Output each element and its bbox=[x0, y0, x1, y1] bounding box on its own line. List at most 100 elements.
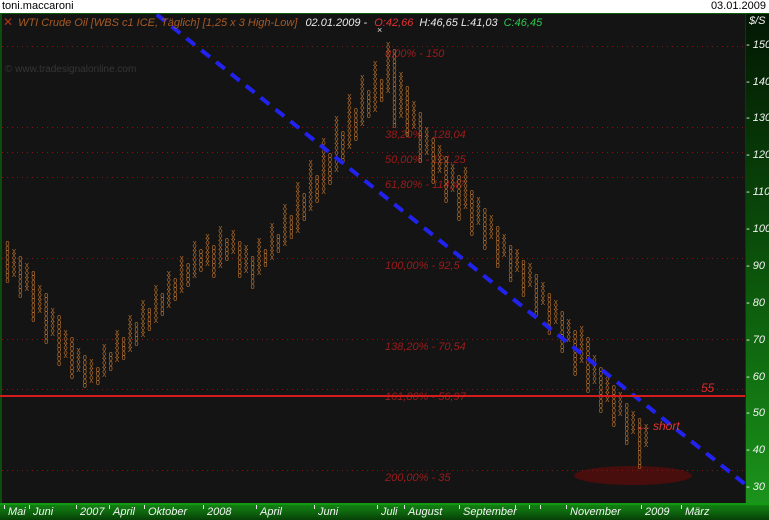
axis-unit-label: $/S bbox=[749, 15, 766, 27]
fibonacci-level-label: 161,80% - 56,97 bbox=[385, 391, 466, 403]
time-tick-label: Juni bbox=[318, 506, 339, 518]
watermark: © www.tradesignalonline.com bbox=[5, 64, 137, 75]
fibonacci-level-label: 100,00% - 92,5 bbox=[385, 260, 460, 272]
price-tick-label: - 130 bbox=[746, 112, 769, 124]
time-tick-mark bbox=[4, 505, 5, 509]
time-tick-label: April bbox=[113, 506, 136, 518]
time-tick-mark bbox=[459, 505, 460, 509]
chart-plot-area[interactable] bbox=[0, 13, 745, 505]
current-date: 03.01.2009 bbox=[710, 0, 766, 12]
price-tick-label: - 100 bbox=[746, 223, 769, 235]
fibonacci-gridline bbox=[2, 152, 745, 153]
time-tick-mark bbox=[404, 505, 405, 509]
time-tick-label: März bbox=[685, 506, 710, 518]
time-tick-label: 2008 bbox=[207, 506, 232, 518]
support-line-label: 55 bbox=[701, 381, 715, 395]
time-tick-label: Juli bbox=[381, 506, 398, 518]
time-tick-label: Mai bbox=[8, 506, 26, 518]
time-tick-mark bbox=[641, 505, 642, 509]
frame-left-line bbox=[0, 13, 2, 505]
price-tick-label: - 60 bbox=[746, 371, 765, 383]
price-tick-label: - 90 bbox=[746, 260, 765, 272]
price-tick-label: - 70 bbox=[746, 334, 765, 346]
fibonacci-gridline bbox=[2, 177, 745, 178]
time-tick-label: August bbox=[408, 506, 443, 518]
time-tick-mark bbox=[515, 505, 516, 509]
support-line-55[interactable] bbox=[0, 395, 745, 397]
fibonacci-gridline bbox=[2, 389, 745, 390]
time-tick-label: September bbox=[463, 506, 517, 518]
fibonacci-level-label: 50,00% - 121,25 bbox=[385, 154, 466, 166]
fibonacci-level-label: 0,00% - 150 bbox=[385, 48, 445, 60]
quote-date: 02.01.2009 - bbox=[305, 17, 368, 29]
left-arrow-icon: ← bbox=[634, 419, 654, 433]
time-tick-label: Juni bbox=[33, 506, 54, 518]
price-tick-label: - 120 bbox=[746, 149, 769, 161]
price-tick-label: - 40 bbox=[746, 444, 765, 456]
fibonacci-level-label: 138,20% - 70,54 bbox=[385, 341, 466, 353]
time-tick-mark bbox=[529, 505, 530, 509]
price-axis[interactable] bbox=[745, 13, 769, 505]
instrument-legend[interactable]: ✕ WTI Crude Oil [WBS c1 ICE, Täglich] [1,… bbox=[3, 15, 542, 29]
fibonacci-gridline bbox=[2, 46, 745, 47]
fibonacci-gridline bbox=[2, 339, 745, 340]
time-tick-label: April bbox=[260, 506, 283, 518]
time-tick-mark bbox=[109, 505, 110, 509]
fibonacci-level-label: 61,80% - 114,47 bbox=[385, 179, 465, 191]
time-tick-mark bbox=[256, 505, 257, 509]
time-tick-label: November bbox=[570, 506, 621, 518]
price-tick-label: - 80 bbox=[746, 297, 765, 309]
time-axis[interactable] bbox=[0, 503, 769, 520]
price-tick-label: - 110 bbox=[746, 186, 769, 198]
high-low-values: H:46,65 L:41,03 bbox=[419, 17, 498, 29]
fibonacci-gridline bbox=[2, 127, 745, 128]
short-annotation-label: short bbox=[653, 419, 680, 433]
price-tick-label: - 50 bbox=[746, 407, 765, 419]
time-tick-mark bbox=[314, 505, 315, 509]
